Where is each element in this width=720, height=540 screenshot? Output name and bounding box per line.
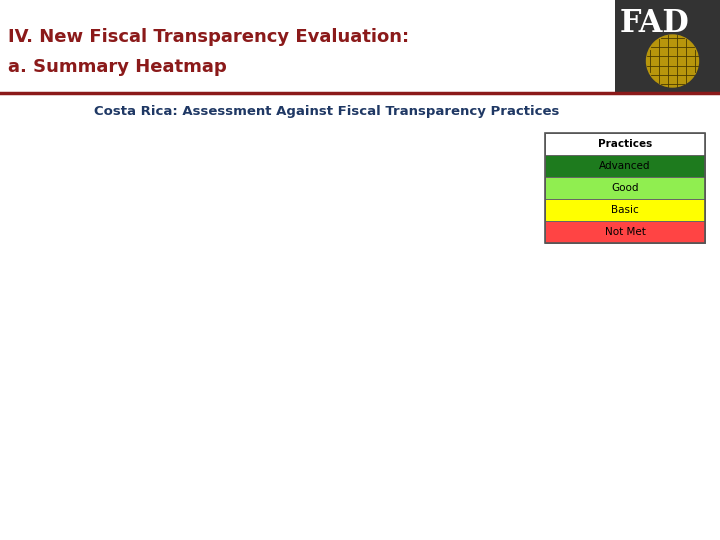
Circle shape <box>647 35 698 87</box>
Bar <box>545 221 705 243</box>
Bar <box>545 199 705 221</box>
Bar <box>545 155 705 177</box>
Text: FAD: FAD <box>620 8 690 39</box>
Text: Basic: Basic <box>611 205 639 215</box>
Bar <box>615 0 720 93</box>
Text: Advanced: Advanced <box>599 161 651 171</box>
Text: Practices: Practices <box>598 139 652 149</box>
Text: IV. New Fiscal Transparency Evaluation:: IV. New Fiscal Transparency Evaluation: <box>8 28 409 46</box>
Text: Good: Good <box>611 183 639 193</box>
Text: Costa Rica: Assessment Against Fiscal Transparency Practices: Costa Rica: Assessment Against Fiscal Tr… <box>94 105 559 118</box>
Bar <box>545 133 705 155</box>
Bar <box>0 0 720 93</box>
Text: Not Met: Not Met <box>605 227 645 237</box>
Text: a. Summary Heatmap: a. Summary Heatmap <box>8 58 227 76</box>
Bar <box>545 177 705 199</box>
Bar <box>545 133 705 243</box>
